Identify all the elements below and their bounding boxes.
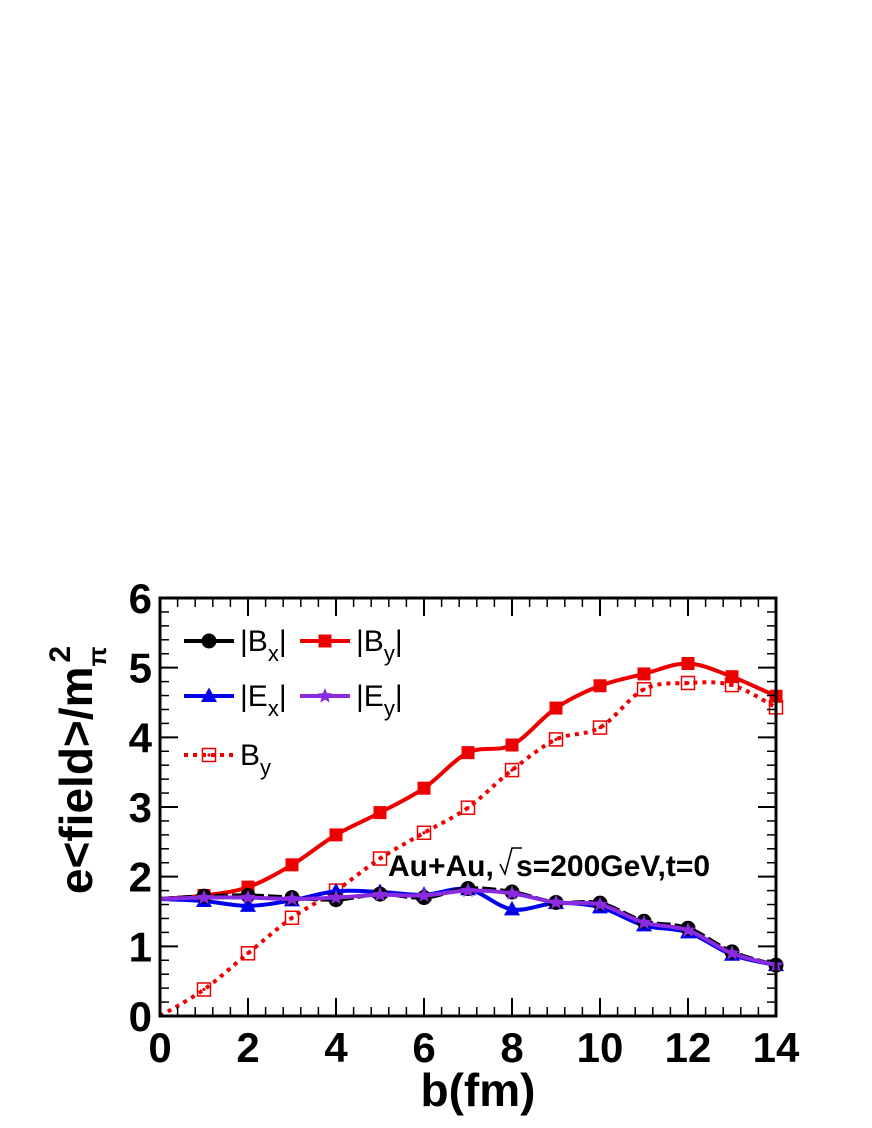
data-point-By — [681, 656, 695, 670]
data-point-Ey — [196, 889, 212, 904]
legend-entry-Ex: |Ex| — [184, 680, 287, 721]
data-point-Ey — [636, 914, 652, 930]
legend-marker — [201, 687, 217, 702]
data-point-By_signed — [240, 946, 256, 961]
x-axis-title: b(fm) — [421, 1064, 536, 1116]
data-point-Ey — [284, 891, 300, 906]
y-tick-label: 1 — [129, 923, 152, 970]
data-point-By — [329, 828, 343, 842]
annotation-energy: s=200GeV,t=0 — [516, 850, 710, 883]
data-point-By — [505, 738, 519, 752]
data-point-Ey — [504, 885, 520, 900]
x-tick-label: 14 — [753, 1024, 800, 1071]
legend-marker — [317, 688, 333, 703]
y-axis-title: e<field>/mπ2 — [44, 646, 112, 894]
data-point-By_signed — [416, 825, 432, 841]
y-axis-title-sup: 2 — [44, 646, 77, 663]
data-point-Ex — [240, 897, 256, 912]
x-tick-label: 8 — [500, 1024, 523, 1071]
legend-entry-Ey: |Ey| — [300, 680, 403, 721]
data-point-Ey — [548, 894, 564, 909]
sqrt-sign — [499, 847, 522, 877]
data-point-By — [417, 781, 431, 795]
y-tick-label: 0 — [129, 993, 152, 1040]
legend-entry-By: |By| — [300, 625, 403, 666]
x-tick-label: 2 — [236, 1024, 259, 1071]
data-point-Ey — [680, 922, 696, 937]
y-tick-label: 4 — [129, 714, 153, 761]
data-point-By — [593, 679, 607, 693]
y-axis-title-main: e<field>/m — [50, 667, 102, 895]
legend-marker — [318, 634, 332, 648]
data-point-By_signed — [592, 720, 608, 735]
series-layer — [158, 656, 784, 1018]
data-point-Ey — [724, 945, 740, 960]
annotation: Au+Au, s=200GeV,t=0 — [388, 847, 710, 883]
legend-label: By — [240, 739, 271, 780]
data-point-Ey — [240, 889, 256, 904]
data-point-By_signed — [196, 982, 212, 997]
annotation-system: Au+Au, — [388, 850, 494, 883]
y-tick-label: 3 — [129, 784, 152, 831]
data-point-By — [285, 858, 299, 872]
data-point-By_signed — [680, 675, 696, 691]
legend-marker — [201, 633, 217, 649]
y-axis-title-sub: π — [82, 647, 112, 667]
y-tick-label: 5 — [129, 645, 152, 692]
data-point-Ey — [592, 896, 608, 911]
y-tick-label: 6 — [129, 575, 152, 622]
legend-label: |Ey| — [356, 680, 403, 721]
x-tick-label: 12 — [665, 1024, 712, 1071]
x-tick-label: 6 — [412, 1024, 435, 1071]
data-point-By_signed — [372, 851, 388, 866]
data-point-By_signed — [636, 682, 652, 697]
data-point-By_signed — [504, 762, 520, 778]
data-point-Ey — [460, 882, 476, 898]
data-point-By — [725, 670, 739, 684]
y-tick-labels: 0 1 2 3 4 5 6 — [129, 575, 153, 1040]
data-point-Ey — [416, 887, 432, 902]
data-point-By_signed — [284, 910, 300, 926]
series-By_signed — [158, 675, 784, 1018]
data-point-By — [373, 806, 387, 820]
data-point-By — [461, 746, 475, 760]
data-point-By_signed — [460, 800, 476, 815]
legend-label: |Ex| — [240, 680, 287, 721]
legend-entry-By_signed: By — [184, 739, 271, 780]
series-Ey — [159, 882, 784, 972]
legend-label: |Bx| — [240, 625, 287, 666]
x-tick-label: 4 — [324, 1024, 348, 1071]
axis-ticks — [159, 597, 777, 1017]
data-point-Ey — [328, 889, 344, 904]
svg-text:e<field>/mπ2: e<field>/mπ2 — [44, 646, 112, 894]
legend-entry-Bx: |Bx| — [184, 625, 287, 666]
legend: |Bx| |By| |Ex| |Ey| By — [184, 625, 403, 780]
data-point-By — [549, 701, 563, 715]
data-point-Ey — [372, 886, 388, 902]
data-point-By_signed — [548, 732, 564, 747]
x-tick-labels: 0 2 4 6 8 10 12 14 — [148, 1024, 800, 1071]
data-point-Ex — [504, 900, 520, 916]
legend-label: |By| — [356, 625, 403, 666]
x-tick-label: 10 — [577, 1024, 624, 1071]
legend-marker — [201, 747, 217, 763]
x-tick-label: 0 — [148, 1024, 171, 1071]
y-tick-label: 2 — [129, 854, 152, 901]
data-point-By — [637, 667, 651, 681]
